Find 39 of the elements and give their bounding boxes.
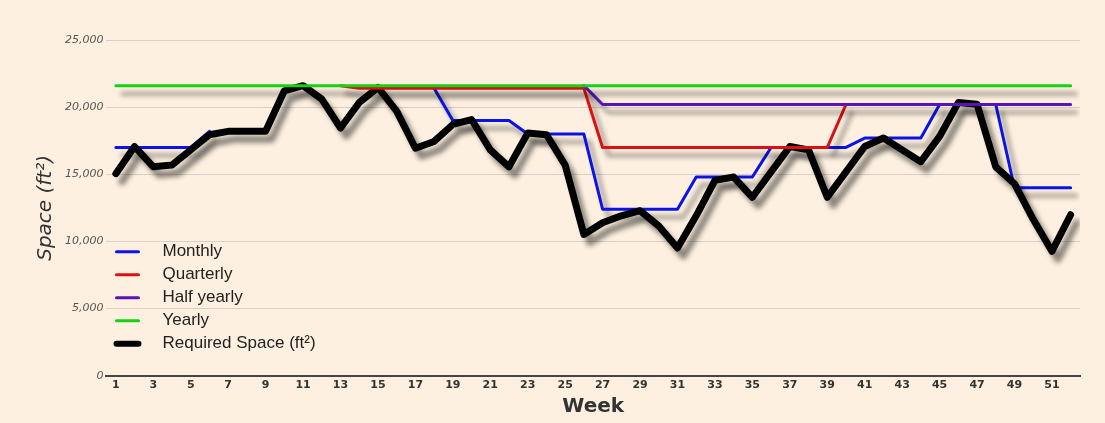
x-tick-label: 17 <box>407 378 424 392</box>
x-tick-label: 25 <box>557 378 573 392</box>
y-tick-label: 0 <box>96 368 104 382</box>
x-tick-label: 49 <box>1006 378 1023 392</box>
x-tick-label: 51 <box>1044 378 1060 392</box>
legend-label: Yearly <box>162 310 210 330</box>
x-tick-label: 5 <box>186 378 195 392</box>
y-axis-title: Space (ft²) <box>32 154 57 261</box>
x-axis-title: Week <box>562 393 625 418</box>
x-tick-label: 15 <box>370 378 386 392</box>
legend-label: Monthly <box>162 241 223 261</box>
x-tick-label: 27 <box>594 378 611 392</box>
x-tick-label: 31 <box>669 378 686 392</box>
x-tick-label: 11 <box>295 378 311 392</box>
x-tick-label: 45 <box>931 378 948 392</box>
legend-label: Half yearly <box>162 287 244 307</box>
x-tick-label: 39 <box>819 378 835 392</box>
y-tick-label: 20,000 <box>64 100 104 114</box>
y-tick-label: 10,000 <box>64 234 104 248</box>
x-tick-label: 3 <box>149 378 158 392</box>
x-tick-label: 7 <box>224 378 233 392</box>
x-tick-label: 21 <box>482 378 498 392</box>
y-tick-label: 25,000 <box>64 32 104 46</box>
x-tick-label: 47 <box>969 378 985 392</box>
x-tick-label: 1 <box>112 378 120 392</box>
legend-label: Required Space (ft²) <box>162 333 316 353</box>
x-tick-label: 13 <box>332 378 349 392</box>
x-tick-label: 43 <box>894 378 910 392</box>
x-tick-label: 37 <box>782 378 798 392</box>
x-tick-label: 29 <box>632 378 648 392</box>
x-tick-label: 19 <box>445 378 461 392</box>
x-tick-label: 35 <box>744 378 761 392</box>
x-tick-label: 33 <box>707 378 723 392</box>
x-tick-label: 41 <box>857 378 873 392</box>
y-tick-label: 5,000 <box>71 301 104 315</box>
x-tick-label: 9 <box>261 378 270 392</box>
y-tick-label: 15,000 <box>64 167 104 181</box>
legend-label: Quarterly <box>162 264 233 284</box>
x-tick-label: 23 <box>520 378 536 392</box>
